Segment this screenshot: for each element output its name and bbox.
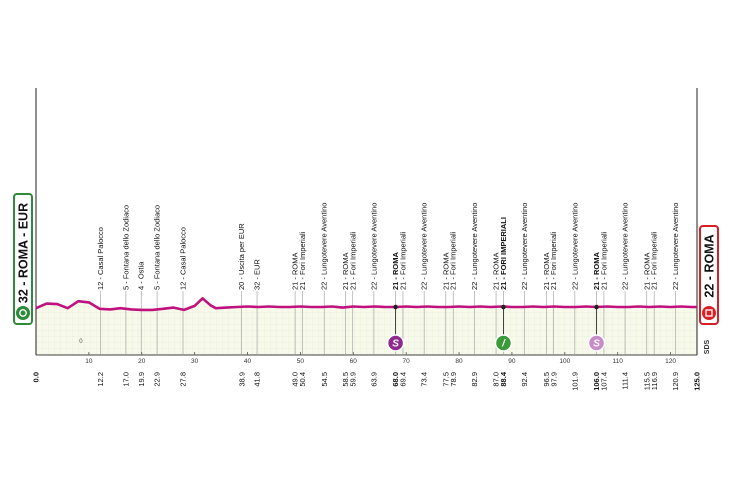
profile-line [35, 297, 697, 312]
km-mark-label: 41.8 [253, 372, 262, 387]
waypoint-label: 21 - ROMA [341, 252, 350, 290]
waypoint-label: 21 - Fori Imperiali [348, 231, 357, 290]
km-mark-label: 107.4 [600, 372, 609, 391]
sds-logo-text: SDS [704, 339, 711, 354]
waypoint-label: 21 - Fori Imperiali [650, 231, 659, 290]
km-mark-label: 68.0 [391, 372, 400, 387]
km-tick-label: 60 [350, 358, 358, 365]
sprint-badge [386, 334, 405, 352]
km-tick-label: 100 [559, 358, 570, 365]
waypoint-label: 22 - Lungotevere Aventino [320, 203, 329, 290]
waypoint-label: 5 - Fontana dello Zodiaco [153, 205, 162, 290]
km-tick-label: 70 [403, 358, 411, 365]
waypoint-label: 22 - Lungotevere Aventino [621, 203, 630, 290]
waypoint-label: 21 - Fori Imperiali [398, 231, 407, 290]
start-label: 32 - ROMA - EUR [17, 203, 31, 303]
profile-area-fill [36, 298, 697, 355]
km-tick-label: 30 [191, 358, 199, 365]
km-mark-label: 88.4 [499, 371, 508, 386]
small-marker-label: 0 [79, 339, 83, 345]
km-mark-label: 27.8 [179, 372, 188, 387]
km-tick-label: 20 [138, 358, 146, 365]
km-mark-label: 12.2 [96, 372, 105, 387]
finish-flag-icon [702, 306, 716, 320]
km-mark-label: 125.0 [693, 372, 702, 391]
km-mark-label: 58.5 [341, 372, 350, 387]
waypoint-label: 21 - ROMA [391, 251, 400, 290]
km-tick-label: 110 [612, 358, 623, 365]
waypoint-label: 21 - ROMA [441, 252, 450, 290]
km-mark-label: 19.9 [137, 372, 146, 387]
km-mark-label: 69.4 [399, 372, 408, 387]
waypoint-label: 21 - ROMA [592, 251, 601, 290]
waypoint-label: 22 - Lungotevere Aventino [470, 203, 479, 290]
waypoint-label: 22 - Lungotevere Aventino [369, 203, 378, 290]
finish-label: 22 - ROMA [703, 234, 717, 297]
waypoint-label: 21 - FORI IMPERIALI [499, 217, 508, 290]
km-mark-label: 49.0 [291, 372, 300, 387]
km-mark-label: 111.4 [621, 372, 630, 390]
waypoint-label: 21 - Fori Imperiali [599, 231, 608, 290]
sprint-badge-symbol: / [501, 339, 506, 350]
km-mark-label: 59.9 [348, 372, 357, 387]
waypoint-label: 21 - Fori Imperiali [549, 231, 558, 290]
km-mark-label: 106.0 [592, 372, 601, 391]
km-mark-label: 92.4 [520, 372, 529, 387]
sprint-badge-symbol: S [392, 339, 399, 350]
start-flag-icon [16, 306, 30, 320]
km-tick-label: 90 [508, 358, 516, 365]
start-flag-icon-inner [19, 309, 27, 317]
km-mark-label: 77.5 [441, 372, 450, 387]
km-mark-label: 116.9 [650, 372, 659, 390]
km-mark-label: 96.5 [542, 372, 551, 387]
waypoint-label: 12 - Casal Palocco [179, 227, 188, 290]
km-mark-label: 50.4 [298, 372, 307, 387]
waypoint-label: 21 - ROMA [291, 252, 300, 290]
sprint-point [393, 304, 398, 310]
sprint-badge [587, 334, 606, 352]
waypoint-label: 21 - ROMA [542, 252, 551, 290]
km-mark-label: 22.9 [153, 372, 162, 387]
km-tick-label: 80 [455, 358, 463, 365]
km-mark-label: 87.0 [492, 372, 501, 387]
sprint-point [594, 304, 599, 310]
km-mark-label: 97.9 [549, 372, 558, 387]
waypoint-label: 21 - Fori Imperiali [298, 231, 307, 290]
waypoint-label: 22 - Lungotevere Aventino [420, 203, 429, 290]
km-tick-label: 120 [665, 358, 676, 365]
waypoint-label: 32 - EUR [253, 259, 262, 290]
km-mark-label: 101.9 [570, 372, 579, 391]
waypoint-label: 20 - Uscita per EUR [237, 223, 246, 290]
km-mark-label: 78.9 [449, 372, 458, 387]
waypoint-label: 21 - Fori Imperiali [449, 231, 458, 290]
finish-flag-icon-inner [705, 309, 713, 317]
finish-box [699, 225, 719, 325]
waypoint-label: 21 - ROMA [642, 252, 651, 290]
km-mark-label: 115.5 [642, 372, 651, 390]
km-tick-label: 10 [85, 358, 93, 365]
waypoint-label: 12 - Casal Palocco [96, 227, 105, 290]
km-mark-label: 54.5 [320, 372, 329, 387]
km-mark-label: 120.9 [671, 372, 680, 391]
sprint-point [501, 304, 506, 310]
km-mark-label: 63.9 [370, 372, 379, 387]
start-box [13, 193, 33, 325]
km-mark-label: 73.4 [420, 372, 429, 387]
km-mark-label: 38.9 [237, 372, 246, 387]
waypoint-label: 4 - Ostia [137, 261, 146, 290]
waypoint-label: 21 - ROMA [492, 252, 501, 290]
km-mark-label: 17.0 [121, 372, 130, 387]
km-mark-label: 82.9 [470, 372, 479, 387]
waypoint-label: 22 - Lungotevere Aventino [520, 203, 529, 290]
km-tick-label: 40 [244, 358, 252, 365]
waypoint-label: 22 - Lungotevere Aventino [671, 203, 680, 290]
sprint-badge [494, 334, 513, 352]
km-tick-label: 50 [297, 358, 305, 365]
sprint-badge-symbol: S [593, 339, 600, 350]
waypoint-label: 5 - Fontana dello Zodiaco [121, 205, 130, 290]
waypoint-label: 22 - Lungotevere Aventino [570, 203, 579, 290]
km-mark-label: 0.0 [32, 372, 41, 382]
